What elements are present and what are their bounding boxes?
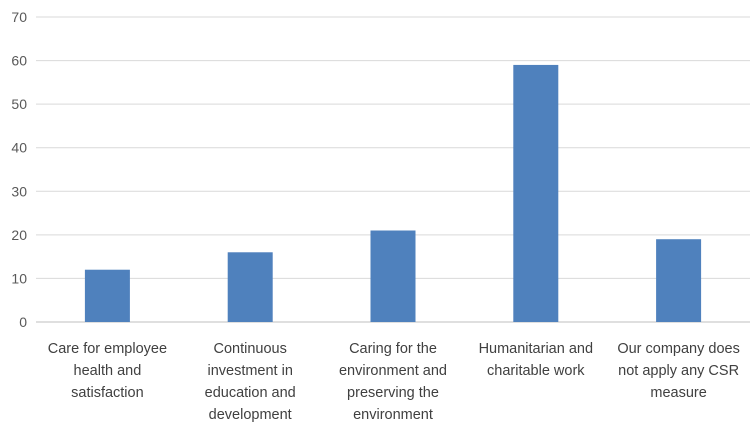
y-tick-label: 0 [19,314,27,330]
x-category-label-line: education and [205,385,296,401]
x-category-label-line: Caring for the [349,341,437,357]
x-category-label-line: preserving the [347,385,439,401]
y-tick-label: 40 [11,140,27,156]
x-category-label-line: development [209,407,292,423]
bar [84,269,130,322]
x-category-label: Caring for the environment and preserving … [339,341,447,423]
x-category-label: Our company does not apply any CSR measure [617,341,740,401]
x-category-label-line: Our company does [617,341,740,357]
x-category-label-line: not apply any CSR [618,363,739,379]
x-category-label: Humanitarian and charitable work [479,341,593,379]
x-category-label-line: investment in [207,363,292,379]
y-tick-label: 50 [11,96,27,112]
y-axis-tick-labels: 0 10 20 30 40 50 60 70 [11,9,27,330]
bar [513,64,559,322]
x-category-label-line: measure [650,385,706,401]
y-tick-label: 20 [11,227,27,243]
bars [84,64,702,322]
x-category-label-line: Humanitarian and [479,341,593,357]
x-category-label: Continuous investment in education and deve… [205,341,296,423]
x-category-label: Care for employee health and satisfaction [48,341,167,401]
bar [656,239,702,322]
x-category-label-line: satisfaction [71,385,144,401]
y-tick-label: 70 [11,9,27,25]
x-category-label-line: Care for employee [48,341,167,357]
x-category-label-line: environment and [339,363,447,379]
y-tick-label: 10 [11,270,27,286]
y-tick-label: 30 [11,183,27,199]
bar [227,252,273,322]
y-tick-label: 60 [11,53,27,69]
x-axis-category-labels: Care for employee health and satisfactionC… [48,341,740,423]
x-category-label-line: environment [353,407,433,423]
bar [370,230,416,322]
x-category-label-line: health and [74,363,142,379]
x-category-label-line: Continuous [214,341,287,357]
x-category-label-line: charitable work [487,363,585,379]
